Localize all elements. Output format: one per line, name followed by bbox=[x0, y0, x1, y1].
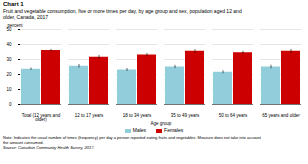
svg-text:40: 40 bbox=[6, 42, 12, 47]
html-text:Note: Indicates the usual numb: Note: Indicates the usual number of time… bbox=[3, 135, 261, 140]
svg-text:18 to 34 years: 18 to 34 years bbox=[123, 113, 152, 118]
html-text:Source: Canadian Community Hea: Source: Canadian Community Health Survey… bbox=[3, 145, 95, 150]
svg-text:10: 10 bbox=[6, 87, 12, 92]
html-text:Chart 1: Chart 1 bbox=[3, 1, 24, 7]
html-text:older, Canada, 2017: older, Canada, 2017 bbox=[3, 14, 48, 20]
svg-text:Age group: Age group bbox=[151, 121, 172, 126]
svg-text:65 years and older: 65 years and older bbox=[262, 113, 300, 118]
svg-text:50: 50 bbox=[6, 26, 12, 32]
svg-text:percent: percent bbox=[8, 23, 24, 28]
svg-text:35 to 49 years: 35 to 49 years bbox=[171, 113, 200, 118]
svg-text:12 to 17 years: 12 to 17 years bbox=[75, 113, 104, 118]
svg-text:Total (12 years andolder): Total (12 years andolder) bbox=[22, 113, 61, 123]
svg-text:50 to 64 years: 50 to 64 years bbox=[219, 113, 248, 118]
html-text:Females: Females bbox=[164, 127, 184, 133]
svg-text:20: 20 bbox=[6, 72, 12, 77]
html-text:the amount consumed.: the amount consumed. bbox=[3, 140, 44, 145]
html-text:Fruit and vegetable consumptio: Fruit and vegetable consumption, five or… bbox=[3, 8, 242, 14]
html-text:Males: Males bbox=[132, 127, 147, 133]
svg-text:0: 0 bbox=[9, 102, 12, 107]
svg-text:30: 30 bbox=[6, 57, 12, 62]
